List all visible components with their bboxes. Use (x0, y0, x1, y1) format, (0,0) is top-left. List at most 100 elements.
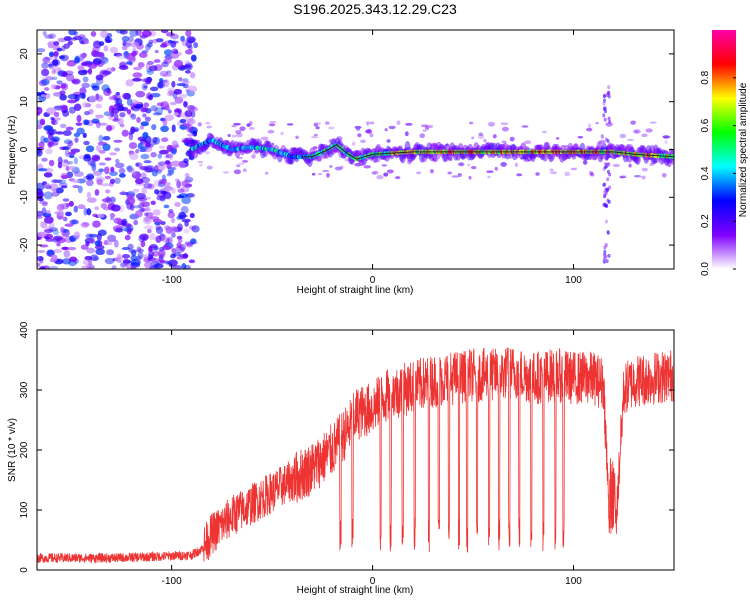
streak-blob (608, 172, 612, 177)
noise-blob (128, 142, 138, 150)
noise-blob (430, 169, 434, 174)
noise-blob (92, 213, 98, 218)
noise-blob (161, 137, 169, 142)
noise-blob (86, 208, 92, 216)
noise-blob (68, 106, 76, 114)
noise-blob (177, 238, 183, 244)
streak-blob (606, 139, 610, 144)
noise-blob (550, 171, 558, 175)
noise-blob (185, 30, 192, 38)
noise-blob (92, 220, 101, 228)
streak-blob (607, 94, 611, 99)
noise-blob (102, 143, 111, 152)
noise-blob (88, 95, 97, 103)
noise-blob (137, 251, 144, 260)
noise-blob (88, 233, 98, 238)
noise-blob (231, 125, 237, 128)
noise-blob (340, 165, 344, 169)
noise-blob (116, 253, 122, 260)
noise-blob (168, 152, 173, 161)
colorbar-tick-label: 0.6 (700, 118, 711, 132)
noise-blob (233, 122, 241, 126)
noise-blob (61, 246, 69, 251)
noise-blob (317, 172, 323, 176)
noise-blob (487, 121, 495, 127)
noise-blob (77, 185, 83, 194)
noise-blob (143, 182, 153, 189)
noise-blob (171, 124, 176, 133)
noise-blob (176, 256, 185, 260)
noise-blob (140, 172, 147, 179)
noise-blob (175, 245, 185, 253)
streak-blob (608, 119, 612, 124)
noise-blob (41, 68, 50, 77)
noise-blob (159, 70, 169, 77)
noise-blob (65, 126, 74, 131)
noise-blob (236, 164, 241, 168)
noise-blob (160, 235, 170, 243)
streak-blob (605, 259, 609, 264)
noise-blob (184, 60, 191, 66)
noise-blob (140, 106, 147, 113)
noise-blob (97, 229, 107, 236)
noise-blob (109, 213, 116, 218)
noise-blob (150, 92, 161, 98)
noise-blob (142, 132, 149, 139)
noise-blob (95, 74, 104, 81)
noise-blob (360, 139, 366, 143)
noise-blob (184, 49, 193, 55)
noise-blob (371, 171, 377, 175)
noise-blob (174, 144, 180, 148)
noise-blob (457, 162, 465, 167)
noise-blob (39, 200, 49, 205)
noise-blob (313, 122, 322, 125)
noise-blob (62, 130, 72, 136)
noise-blob (251, 153, 256, 159)
noise-blob (376, 174, 384, 180)
noise-blob (549, 168, 554, 172)
noise-blob (53, 65, 59, 74)
noise-blob (630, 120, 636, 125)
noise-blob (152, 112, 163, 116)
noise-blob (173, 88, 183, 95)
noise-blob (135, 162, 143, 168)
noise-blob (114, 239, 119, 248)
noise-blob (98, 41, 105, 47)
noise-blob (189, 212, 195, 219)
noise-blob (295, 135, 299, 140)
noise-blob (197, 160, 204, 164)
noise-blob (48, 51, 55, 58)
noise-blob (170, 253, 176, 259)
noise-blob (85, 241, 90, 247)
noise-blob (168, 259, 178, 267)
noise-blob (248, 127, 255, 130)
noise-blob (126, 196, 136, 205)
noise-blob (98, 168, 105, 173)
noise-blob (246, 123, 251, 127)
noise-blob (311, 172, 316, 176)
noise-blob (53, 50, 59, 57)
noise-blob (190, 54, 197, 62)
noise-blob (167, 87, 175, 94)
noise-blob (42, 57, 51, 64)
noise-blob (166, 144, 173, 152)
noise-blob (53, 248, 63, 254)
noise-blob (162, 73, 173, 77)
noise-blob (103, 111, 112, 117)
noise-blob (143, 85, 148, 89)
noise-blob (118, 167, 126, 174)
noise-blob (185, 40, 192, 49)
noise-blob (187, 133, 195, 137)
noise-blob (143, 160, 152, 164)
noise-blob (619, 133, 627, 139)
noise-blob (51, 76, 58, 80)
noise-blob (478, 132, 484, 137)
noise-blob (68, 151, 76, 155)
noise-blob (137, 62, 145, 68)
noise-blob (242, 159, 249, 163)
noise-blob (57, 210, 65, 216)
noise-blob (127, 165, 133, 173)
spectrogram-x-tick-label: 100 (565, 275, 582, 286)
